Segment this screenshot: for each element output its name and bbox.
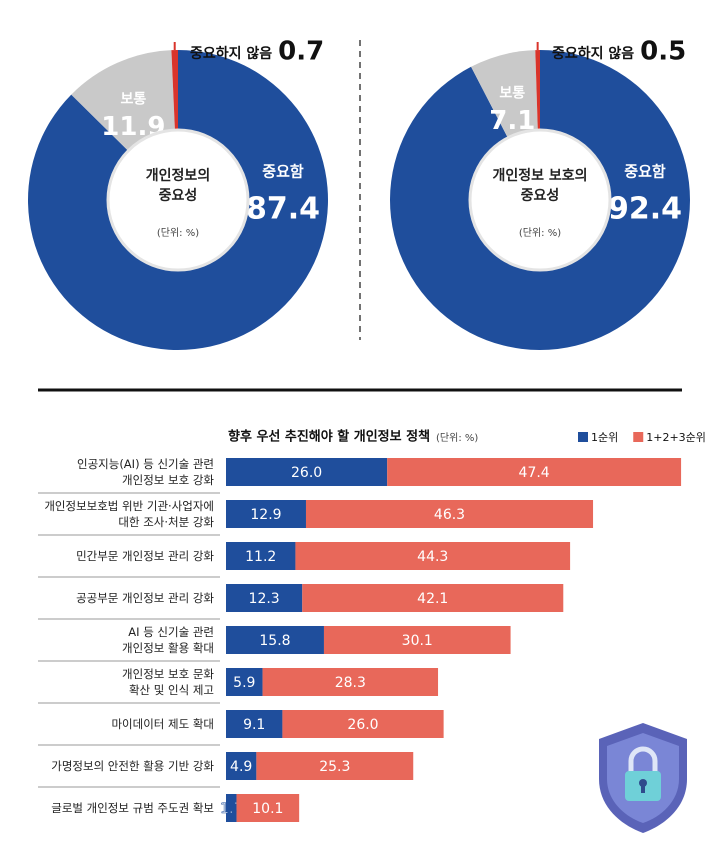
- value-label: 12.9: [250, 507, 281, 523]
- bar-segment: [226, 584, 303, 612]
- bar-segment: [323, 626, 511, 654]
- bar-segment: [305, 500, 594, 528]
- bar-segment: [226, 710, 283, 738]
- legend-swatch: [578, 432, 588, 442]
- bar-segment: [226, 752, 257, 780]
- value-label: 5.9: [233, 675, 255, 691]
- category-label: 개인정보 보호 문화 확산 및 인식 제고: [122, 667, 214, 697]
- category-label: 인공지능(AI) 등 신기술 관련 개인정보 보호 강화: [77, 457, 214, 487]
- category-label: AI 등 신기술 관련 개인정보 활용 확대: [122, 625, 214, 655]
- bar-segment: [226, 500, 306, 528]
- slice-label: 중요함: [262, 163, 304, 181]
- bar-segment: [226, 458, 388, 486]
- value-label: 26.0: [291, 465, 322, 481]
- donut-title: 개인정보 보호의 중요성: [492, 168, 588, 204]
- category-label: 개인정보보호법 위반 기관·사업자에 대한 조사·처분 강화: [44, 499, 214, 529]
- donut-hole: [106, 128, 250, 272]
- donut-unit: (단위: %): [156, 228, 200, 239]
- bar-segment: [282, 710, 444, 738]
- category-label: 공공부문 개인정보 관리 강화: [76, 591, 214, 605]
- bar-segment: [236, 794, 300, 822]
- donut-title: 개인정보의 중요성: [145, 168, 211, 204]
- bar-segment: [226, 668, 263, 696]
- slice-label: 중요하지 않음: [190, 45, 272, 62]
- slice-label: 보통: [120, 91, 146, 107]
- slice-label: 중요함: [624, 163, 666, 181]
- category-label: 민간부문 개인정보 관리 강화: [76, 549, 214, 563]
- legend-label: 1순위: [591, 431, 618, 444]
- value-label: 11.2: [245, 549, 276, 565]
- value-label: 9.1: [243, 717, 265, 733]
- slice-value: 92.4: [608, 192, 682, 227]
- value-label: 42.1: [417, 591, 448, 607]
- value-label: 46.3: [434, 507, 465, 523]
- bar-segment: [302, 584, 564, 612]
- value-label: 12.3: [249, 591, 280, 607]
- bar-segment: [226, 626, 324, 654]
- value-label: 25.3: [319, 759, 350, 775]
- legend-swatch: [633, 432, 644, 442]
- chart-title: 향후 우선 추진해야 할 개인정보 정책: [228, 429, 430, 445]
- value-label: 47.4: [519, 465, 550, 481]
- donut-hole: [468, 128, 612, 272]
- value-label: 44.3: [417, 549, 448, 565]
- slice-value: 0.7: [278, 37, 324, 67]
- bar-segment: [256, 752, 414, 780]
- value-label: 10.1: [252, 801, 283, 817]
- slice-value: 0.5: [640, 37, 686, 67]
- bar-segment: [295, 542, 571, 570]
- shield-icon: [599, 723, 687, 833]
- chart-unit: (단위: %): [436, 431, 478, 444]
- value-label: 28.3: [335, 675, 366, 691]
- value-label: 15.8: [259, 633, 290, 649]
- legend-label: 1+2+3순위: [646, 431, 706, 444]
- value-label: 30.1: [402, 633, 433, 649]
- bar-segment: [226, 794, 237, 822]
- category-label: 글로벌 개인정보 규범 주도권 확보: [51, 801, 214, 815]
- donut-unit: (단위: %): [518, 228, 562, 239]
- category-label: 가명정보의 안전한 활용 기반 강화: [51, 759, 214, 773]
- bar-segment: [262, 668, 439, 696]
- slice-label: 보통: [499, 86, 525, 102]
- slice-label: 중요하지 않음: [552, 45, 634, 62]
- bar-segment: [387, 458, 682, 486]
- value-label: 26.0: [347, 717, 378, 733]
- category-label: 마이데이터 제도 확대: [111, 717, 214, 731]
- value-label: 4.9: [230, 759, 252, 775]
- bar-segment: [226, 542, 296, 570]
- slice-value: 87.4: [246, 192, 320, 227]
